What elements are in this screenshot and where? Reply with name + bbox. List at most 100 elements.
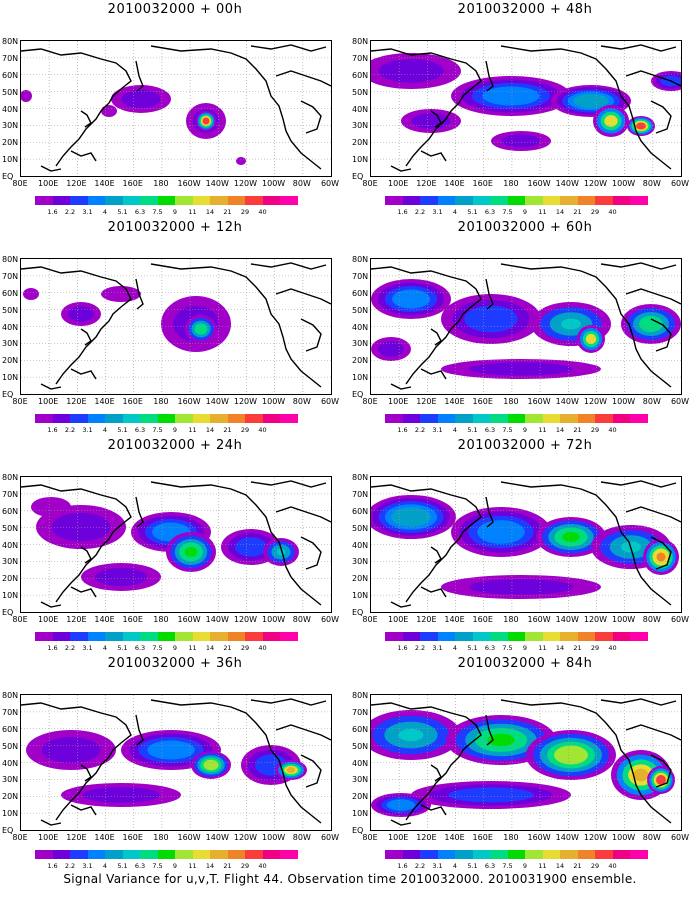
- colorbar-swatch: [402, 632, 420, 641]
- coastline: [250, 262, 327, 270]
- colorbar-label: 7.5: [502, 208, 513, 216]
- panel-title: 2010032000 + 36h: [107, 656, 243, 671]
- coastline: [600, 262, 677, 270]
- lat-tick-label: 20N: [2, 574, 19, 584]
- lon-tick-label: 100E: [38, 833, 59, 842]
- variance-peak: [496, 91, 526, 101]
- coastline: [135, 60, 144, 92]
- lon-tick-label: 160E: [472, 179, 493, 188]
- lon-tick-label: 120E: [66, 833, 87, 842]
- colorbar-swatch: [385, 414, 403, 423]
- lon-tick-label: 160W: [527, 397, 551, 406]
- lon-tick-label: 160E: [122, 179, 143, 188]
- colorbar-swatch: [472, 196, 490, 205]
- colorbar-label: 1.6: [47, 644, 58, 652]
- coastline: [500, 263, 672, 388]
- lat-tick-label: 30N: [2, 339, 19, 349]
- lon-tick-label: 100E: [388, 833, 409, 842]
- lon-tick-label: 60W: [670, 615, 690, 624]
- lon-tick-label: 80E: [12, 833, 28, 842]
- coastline: [420, 150, 447, 162]
- lon-tick-label: 180: [153, 833, 169, 842]
- lon-tick-label: 60W: [320, 615, 340, 624]
- map-panel: 2010032000 + 12h 80N 70N 60N 50N 40N 30N 20N 10N…: [0, 218, 350, 440]
- colorbar-swatch: [525, 632, 543, 641]
- lon-tick-label: 60W: [670, 179, 690, 188]
- variance-peak: [487, 733, 515, 747]
- colorbar-swatch: [402, 414, 420, 423]
- lat-tick-label: 10N: [2, 373, 19, 383]
- colorbar-label: 5.1: [117, 426, 128, 434]
- colorbar-label: 3.1: [432, 208, 443, 216]
- coastline: [625, 70, 681, 87]
- colorbar-label: 5.1: [467, 644, 478, 652]
- variance-peak: [488, 525, 514, 539]
- lat-tick-label: 50N: [2, 87, 19, 97]
- lon-tick-label: 100W: [612, 615, 636, 624]
- lat-tick-label: 40N: [352, 322, 369, 332]
- colorbar-swatch: [87, 196, 105, 205]
- map-panel: 2010032000 + 48h 80N 70N 60N 50N 40N 30N 20N 10N…: [350, 0, 700, 222]
- colorbar-label: 2.2: [414, 208, 426, 216]
- variance-peak: [203, 118, 209, 124]
- colorbar-label: 11: [188, 208, 197, 216]
- colorbar-label: 29: [240, 862, 250, 870]
- colorbar-label: 3.1: [432, 644, 443, 652]
- variance-peak: [559, 748, 583, 762]
- lon-tick-label: 140W: [205, 833, 229, 842]
- lon-tick-label: 120W: [233, 397, 258, 406]
- colorbar-label: 14: [205, 426, 215, 434]
- colorbar-swatch: [595, 850, 613, 859]
- colorbar-swatch: [157, 850, 175, 859]
- lat-tick-label: 20N: [2, 138, 19, 148]
- colorbar-label: 4: [452, 862, 458, 870]
- variance-peak: [478, 312, 504, 326]
- lon-tick-label: 180: [153, 397, 169, 406]
- variance-peak: [471, 791, 511, 799]
- lat-tick-label: 70N: [2, 707, 19, 717]
- lat-tick-label: 40N: [2, 104, 19, 114]
- colorbar: [385, 196, 648, 205]
- colorbar-label: 14: [205, 862, 215, 870]
- colorbar-swatch: [262, 632, 280, 641]
- coastline: [150, 45, 322, 170]
- colorbar-label: 4: [452, 208, 458, 216]
- coastline: [371, 702, 482, 821]
- colorbar-label: 21: [223, 208, 232, 216]
- variance-peak: [562, 532, 580, 542]
- lat-tick-label: 60N: [352, 70, 369, 80]
- variance-peak: [59, 745, 83, 755]
- lat-tick-label: 20N: [2, 792, 19, 802]
- colorbar-swatch: [490, 196, 508, 205]
- variance-peak: [398, 728, 424, 742]
- variance-peak: [111, 573, 131, 581]
- coastline: [150, 263, 322, 388]
- colorbar-label: 5.1: [467, 208, 478, 216]
- colorbar-swatch: [245, 632, 263, 641]
- variance-peak: [606, 117, 616, 125]
- map-plot-area: [20, 476, 332, 613]
- colorbar-swatch: [490, 632, 508, 641]
- colorbar-swatch: [262, 850, 280, 859]
- variance-peak: [287, 767, 295, 773]
- colorbar-label: 6.3: [484, 644, 496, 652]
- variance-peak: [587, 335, 595, 343]
- colorbar-swatch: [35, 850, 53, 859]
- lon-tick-label: 120E: [416, 179, 437, 188]
- colorbar-swatch: [630, 850, 648, 859]
- lon-tick-label: 160W: [177, 179, 201, 188]
- colorbar: [35, 850, 298, 859]
- colorbar-label: 9: [172, 644, 178, 652]
- colorbar-swatch: [385, 196, 403, 205]
- colorbar-swatch: [612, 850, 630, 859]
- colorbar-swatch: [105, 414, 123, 423]
- lat-tick-label: 60N: [352, 724, 369, 734]
- colorbar-swatch: [455, 632, 473, 641]
- coastline: [650, 536, 672, 570]
- coastline: [300, 754, 322, 788]
- variance-field: [371, 477, 681, 612]
- colorbar-swatch: [140, 850, 158, 859]
- colorbar-label: 7.5: [152, 862, 163, 870]
- lat-tick-label: 40N: [2, 758, 19, 768]
- colorbar-label: 7.5: [502, 426, 513, 434]
